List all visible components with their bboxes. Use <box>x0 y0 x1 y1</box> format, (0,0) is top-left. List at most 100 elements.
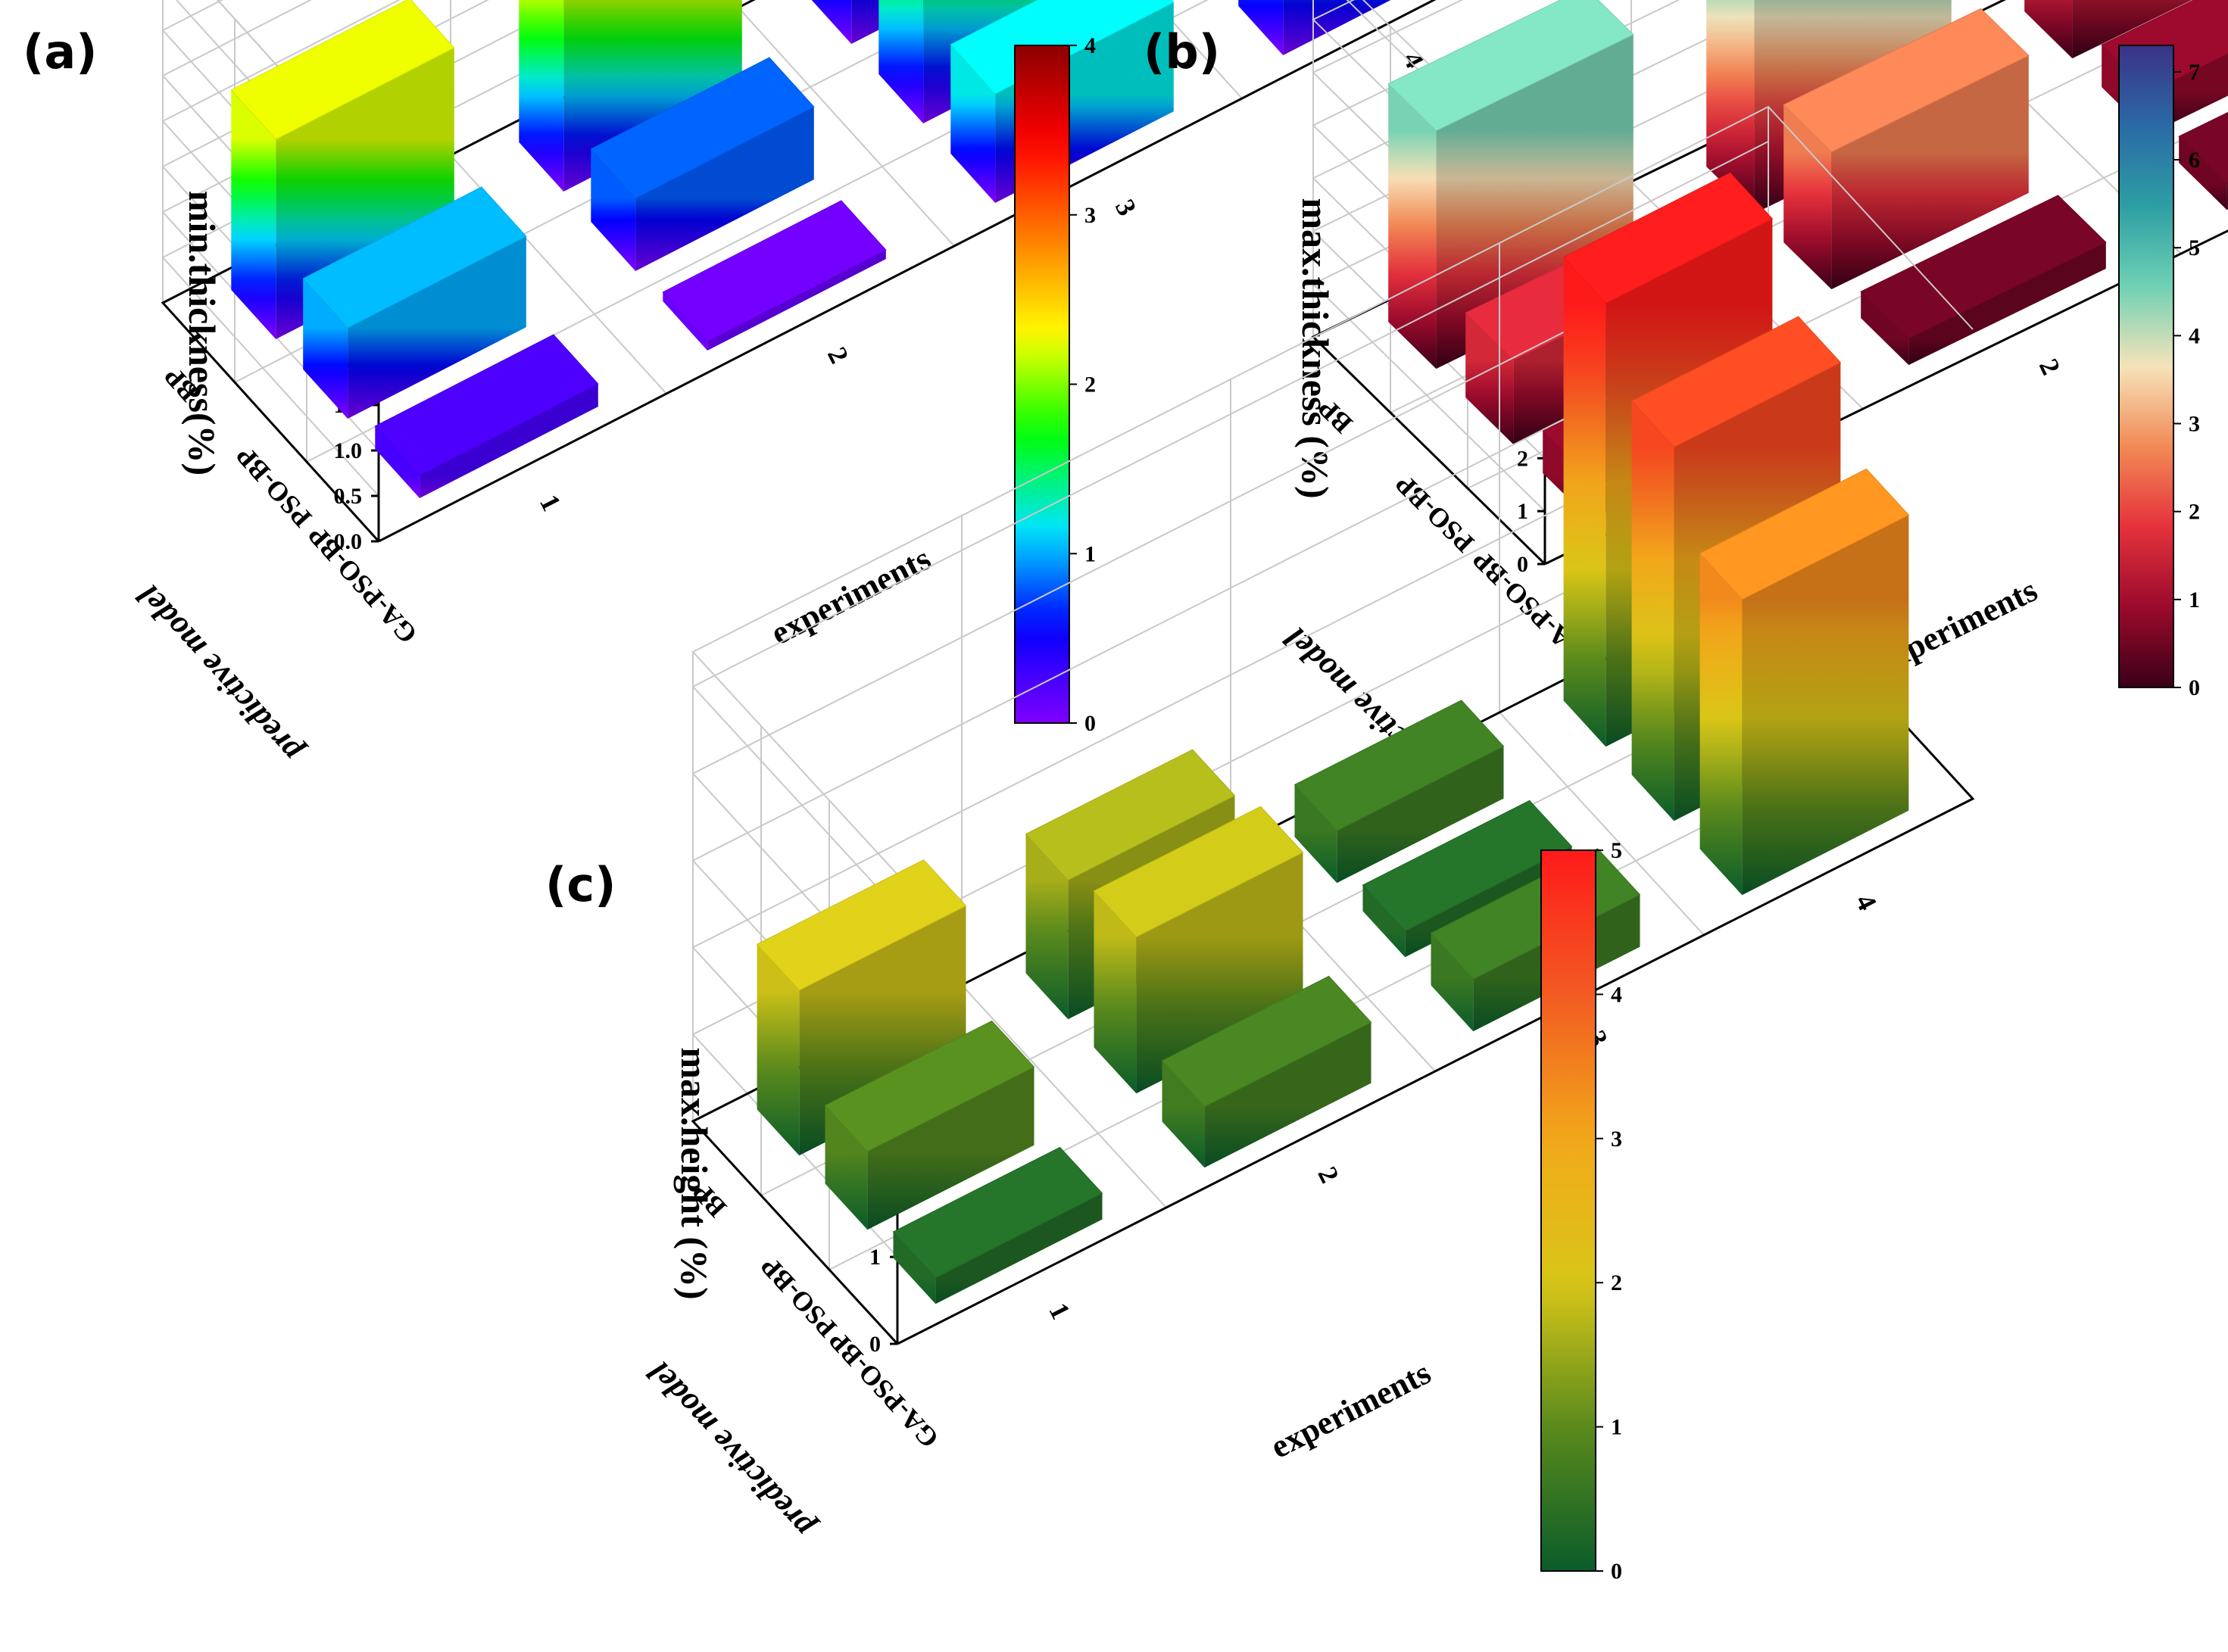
colorbar-tick-label: 5 <box>2189 235 2200 260</box>
experiment-axis-title: experiments <box>1265 1354 1437 1466</box>
bar-face-top <box>1783 8 2030 153</box>
bar-face-front <box>825 1105 868 1230</box>
colorbar-tick-label: 2 <box>2189 500 2200 525</box>
bar-face-left <box>1337 746 1504 884</box>
bar-face-left <box>1283 0 1391 55</box>
floor-frame <box>161 0 1437 543</box>
bar-face-front <box>2024 0 2073 59</box>
colorbar-tick-label: 3 <box>1084 203 1096 228</box>
bar-pso-bp-exp2 <box>1783 8 2030 290</box>
colorbar-tick-label: 0 <box>1084 711 1096 736</box>
bar-face-left <box>2072 0 2192 59</box>
bar-face-left <box>348 236 526 419</box>
model-tick-label: GA-PSO-BP <box>822 1326 944 1454</box>
model-tick-label: PSO-BP <box>1390 469 1480 558</box>
z-tick-label: 1.0 <box>334 438 363 463</box>
gridline <box>738 7 955 247</box>
bar-face-front <box>1025 834 1069 1020</box>
colorbar-gradient <box>2118 45 2174 688</box>
bar-face-top <box>1630 316 1842 448</box>
bar-face-top <box>1699 468 1910 600</box>
bar-face-top <box>756 859 967 991</box>
colorbar-tick-label: 1 <box>2189 588 2200 612</box>
bar-face-front <box>2179 136 2227 210</box>
bar-face-top <box>1161 975 1372 1108</box>
bar-face-top <box>374 334 599 476</box>
bar-ga-pso-bp-exp2 <box>1860 195 2107 366</box>
bar-face-top <box>1093 806 1304 938</box>
bar-face-top <box>824 1020 1035 1152</box>
bar-face-front <box>1094 890 1137 1094</box>
bar-face-front <box>1465 313 1514 444</box>
experiment-tick-label: 1 <box>1043 1298 1076 1324</box>
bar-face-front <box>1861 291 1909 366</box>
top-frame <box>217 0 379 179</box>
experiment-tick-label: 3 <box>1109 195 1143 220</box>
experiment-tick-label: 2 <box>1312 1162 1345 1188</box>
top-frame <box>691 105 1974 875</box>
colorbar-tick-label: 0 <box>1611 1559 1622 1584</box>
bar-face-left <box>1908 242 2106 366</box>
bar-face-top <box>892 1146 1103 1279</box>
colorbar-gradient <box>1540 849 1596 1572</box>
floor-frame <box>1311 0 2228 566</box>
bar-face-top <box>562 0 566 2</box>
bar-face-front <box>519 0 564 192</box>
bar-face-left <box>420 384 598 498</box>
colorbar-tick-label: 4 <box>2189 323 2200 348</box>
bar-bp-exp1 <box>756 859 967 1156</box>
bar-face-top <box>230 0 455 140</box>
bar-face-top <box>302 186 527 329</box>
colorbar-tick-label: 5 <box>1611 838 1622 863</box>
colorbar-tick-label: 1 <box>1611 1415 1622 1440</box>
panel-label: (b) <box>1144 24 1220 79</box>
bar-ga-pso-bp-exp1 <box>892 1146 1103 1304</box>
gridline <box>1152 0 1243 99</box>
bar-face-top <box>1025 749 1236 881</box>
bar-face-top <box>1860 195 2107 339</box>
bar-face-front <box>1362 885 1406 958</box>
bar-face-front <box>1294 784 1337 884</box>
colorbar: 0 1 2 3 4 5 <box>1540 838 1622 1584</box>
colorbar-tick-label: 2 <box>1084 372 1096 397</box>
bar-face-front <box>1699 553 1743 896</box>
bar-face-front <box>950 44 996 204</box>
z-tick-label: 0.0 <box>334 529 363 554</box>
bar-ga-pso-bp-exp4 <box>1699 468 1910 896</box>
bar-face-front <box>1706 0 1755 214</box>
experiment-tick-label: 4 <box>1849 890 1883 915</box>
bar-face-front <box>1563 257 1606 747</box>
model-tick-label: GA-PSO-BP <box>302 520 423 650</box>
bar-face-front <box>1431 933 1474 1032</box>
colorbar-tick-label: 0 <box>2189 675 2200 700</box>
z-tick-label: 1 <box>1517 499 1528 524</box>
bar-face-front <box>811 0 852 44</box>
bar-face-front <box>1388 83 1437 369</box>
bar-face-left <box>707 250 886 351</box>
colorbar: 0 1 2 3 4 5 6 7 <box>2118 45 2200 700</box>
z-tick-label: 1 <box>869 1245 881 1270</box>
bar-face-top <box>1362 800 1573 932</box>
bar-face-top <box>2178 111 2228 184</box>
z-axis-title: max.height (%) <box>673 1047 716 1299</box>
bar-pso-bp-exp1 <box>302 186 527 419</box>
experiment-tick-label: 2 <box>822 342 855 368</box>
colorbar-tick-label: 7 <box>2189 60 2200 85</box>
z-tick-label: 0 <box>1517 552 1528 577</box>
bar-pso-bp-exp1 <box>824 1020 1035 1230</box>
bar-face-front <box>1783 104 1832 290</box>
bar-pso-bp-exp2 <box>590 57 815 271</box>
bar-bp-exp3 <box>1293 700 1505 884</box>
bar-ga-pso-bp-exp2 <box>662 200 887 351</box>
colorbar-tick-label: 3 <box>1611 1127 1622 1152</box>
model-axis-title: predictive model <box>129 578 310 772</box>
bar-face-top <box>662 200 887 342</box>
bar-face-left <box>1831 55 2029 290</box>
bar-face-front <box>375 425 420 498</box>
bar-pso-bp-exp2 <box>1093 806 1304 1094</box>
bar-face-front <box>231 89 276 340</box>
colorbar: 0 1 2 3 4 <box>1014 33 1096 736</box>
gridline <box>961 984 1167 1208</box>
bar-face-left <box>935 1193 1103 1304</box>
